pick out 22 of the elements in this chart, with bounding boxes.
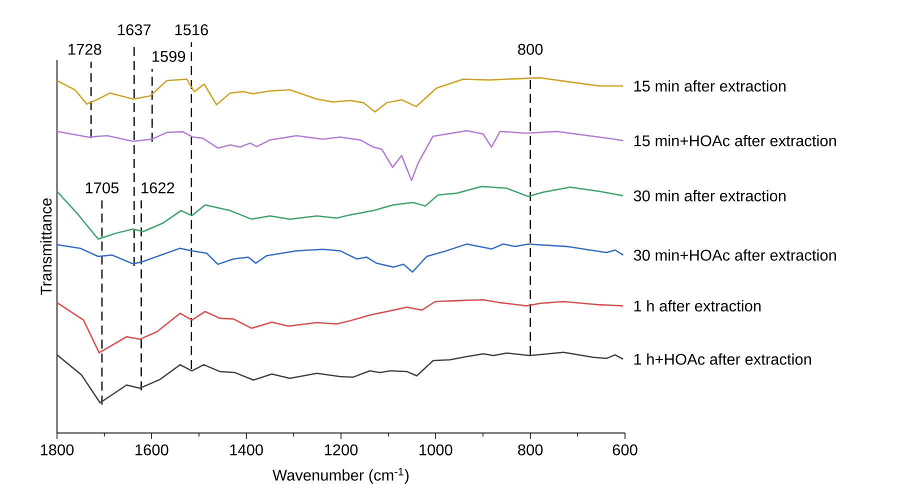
x-tick-label: 1800 — [40, 444, 74, 456]
series-label: 15 min after extraction — [634, 80, 786, 92]
series-label: 1 h+HOAc after extraction — [634, 353, 811, 365]
x-tick-label: 1000 — [420, 444, 452, 456]
x-tick-label: 800 — [518, 444, 543, 456]
series-label: 15 min+HOAc after extraction — [634, 134, 836, 146]
series-label: 30 min+HOAc after extraction — [634, 249, 836, 261]
x-tick-label: 1200 — [324, 444, 358, 456]
ref-line-label: 1516 — [175, 24, 208, 36]
ref-line-label: 1705 — [86, 182, 119, 194]
ref-line-label: 800 — [518, 44, 543, 55]
x-tick-label: 600 — [612, 444, 638, 456]
ref-line-label: 1637 — [118, 24, 151, 36]
ref-line-label: 1728 — [68, 44, 102, 55]
series-label: 30 min after extraction — [634, 190, 786, 202]
series-label: 1 h after extraction — [634, 300, 761, 312]
x-tick-label: 1400 — [230, 444, 263, 456]
y-axis-title: Transmittance — [40, 198, 52, 295]
ref-line-label: 1622 — [142, 182, 174, 194]
x-axis-title: Wavenumber (cm$^{-1}$) — [272, 468, 409, 484]
x-tick-label: 1600 — [136, 444, 168, 456]
ref-line-label: 1599 — [152, 50, 186, 62]
